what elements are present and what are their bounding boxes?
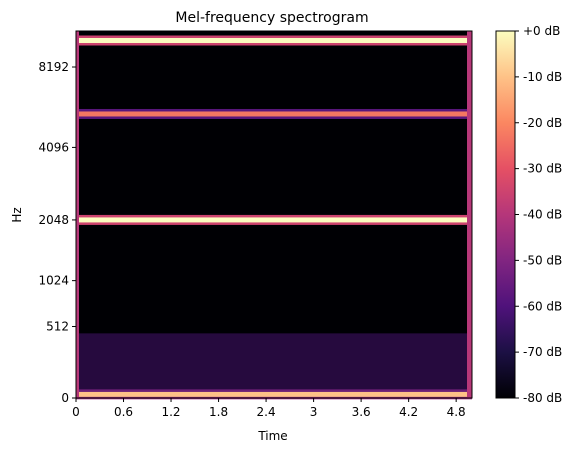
colorbar-ticks: +0 dB -10 dB -20 dB -30 dB -40 dB -50 dB -60 d… bbox=[515, 24, 562, 405]
colorbar-tick-label: -30 dB bbox=[523, 162, 562, 176]
colorbar-tick-label: +0 dB bbox=[523, 24, 560, 38]
colorbar-tick-label: -40 dB bbox=[523, 208, 562, 222]
spectrogram-band-3 bbox=[76, 111, 472, 117]
x-axis-label: Time bbox=[257, 429, 287, 443]
spectrogram-band-1 bbox=[76, 333, 472, 392]
y-tick-label: 8192 bbox=[38, 60, 69, 74]
spectrogram-plot-area bbox=[75, 30, 473, 400]
colorbar-gradient bbox=[496, 31, 515, 398]
x-tick-label: 0.6 bbox=[114, 405, 133, 419]
spectrogram-band-2 bbox=[76, 217, 472, 223]
chart-title: Mel-frequency spectrogram bbox=[175, 10, 368, 26]
x-tick-label: 2.4 bbox=[257, 405, 276, 419]
y-axis-label: Hz bbox=[10, 207, 24, 222]
colorbar-tick-label: -70 dB bbox=[523, 345, 562, 359]
colorbar-tick-label: -60 dB bbox=[523, 299, 562, 313]
y-tick-label: 2048 bbox=[38, 213, 69, 227]
x-axis-ticks: 0 0.6 1.2 1.8 2.4 3 3.6 4.2 4.8 bbox=[72, 398, 466, 419]
colorbar-tick-label: -80 dB bbox=[523, 391, 562, 405]
y-tick-label: 512 bbox=[46, 320, 69, 334]
colorbar-tick-label: -10 dB bbox=[523, 70, 562, 84]
x-tick-label: 3.6 bbox=[352, 405, 371, 419]
colorbar-tick-label: -20 dB bbox=[523, 116, 562, 130]
x-tick-label: 3 bbox=[310, 405, 318, 419]
right-edge-band bbox=[467, 31, 472, 398]
x-tick-label: 4.2 bbox=[399, 405, 418, 419]
colorbar-tick-label: -50 dB bbox=[523, 253, 562, 267]
plot-frame bbox=[75, 30, 473, 399]
spectrogram-bands bbox=[76, 35, 472, 400]
y-axis-ticks: 0 512 1024 2048 4096 8192 bbox=[38, 60, 76, 405]
spectrogram-band-4 bbox=[76, 38, 472, 44]
left-edge-band bbox=[76, 31, 79, 398]
spectrogram-band-0 bbox=[76, 391, 472, 397]
x-tick-label: 4.8 bbox=[447, 405, 466, 419]
colorbar: +0 dB -10 dB -20 dB -30 dB -40 dB -50 dB -60 d… bbox=[495, 24, 562, 405]
y-tick-label: 4096 bbox=[38, 140, 69, 154]
y-tick-label: 0 bbox=[61, 391, 69, 405]
y-tick-label: 1024 bbox=[38, 274, 69, 288]
x-tick-label: 1.2 bbox=[161, 405, 180, 419]
x-tick-label: 0 bbox=[72, 405, 80, 419]
x-tick-label: 1.8 bbox=[209, 405, 228, 419]
